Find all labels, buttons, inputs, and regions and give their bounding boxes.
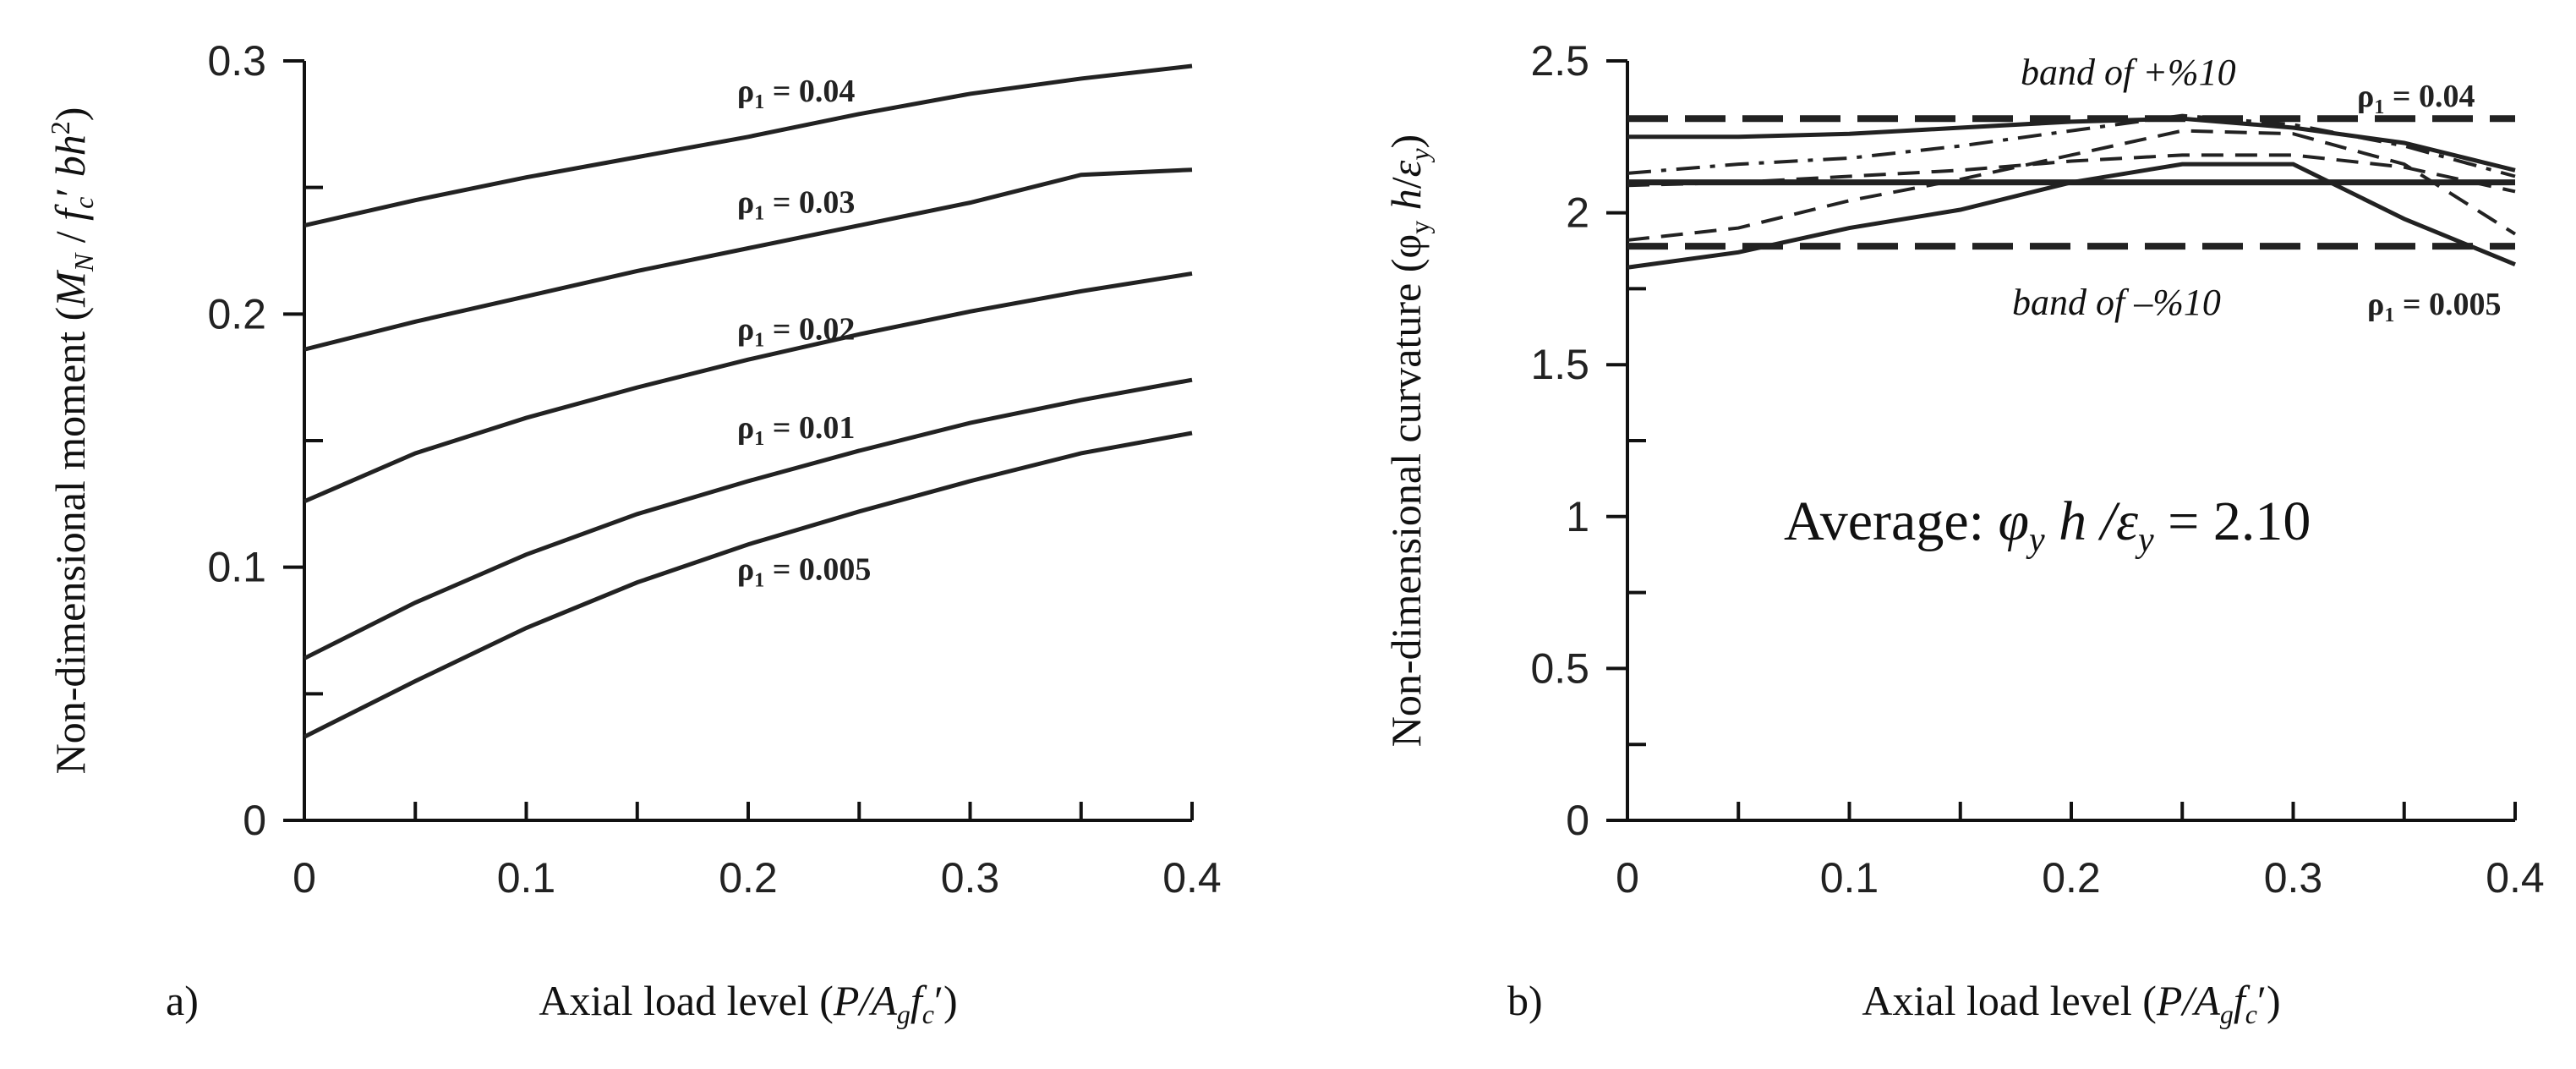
series-line-rho-0.04 [304,63,1193,228]
series-label-rho-0.005: ρ1 = 0.005 [737,552,872,592]
b-y-tick-label: 1 [1566,493,1589,540]
b-y-tick-label: 1.5 [1530,341,1589,388]
b-x-tick-label: 0.4 [2486,854,2545,902]
a-x-tick-label: 0 [293,854,316,902]
b-x-tick-label: 0 [1616,854,1639,902]
series-label-rho-0.04: ρ1 = 0.04 [737,74,856,113]
a-x-tick-label: 0.4 [1162,854,1222,902]
panel-b-y-axis-label: Non-dimensional curvature (φy h/εy) [1382,134,1435,747]
series-label-rho-0.03: ρ1 = 0.03 [737,185,856,225]
average-annotation: Average: φy h /εy = 2.10 [1784,491,2311,560]
b-y-tick-label: 0 [1566,797,1589,844]
series-line-rho-0.03 [304,167,1193,352]
panel-b-label: b) [1507,977,1543,1024]
series-label-rho-0.01: ρ1 = 0.01 [737,410,856,450]
series-line-rho-0.005 [303,430,1193,739]
a-x-tick-label: 0.3 [941,854,1000,902]
a-y-tick-label: 0 [243,797,266,844]
b-y-tick-label: 2 [1566,189,1589,237]
a-x-tick-label: 0.1 [497,854,556,902]
b-y-tick-label: 0.5 [1530,644,1589,692]
panel-a-label: a) [166,977,199,1024]
a-y-tick-label: 0.2 [207,290,266,337]
panel-a-y-axis-label: Non-dimensional moment (MN / fc′ bh2) [45,107,99,775]
panel-b-curvature-chart: 0 0.1 0.2 0.3 0.4 0 0.5 1 1.5 2 2.5 band of +%10 b… [1382,37,2545,1029]
series-line--1-0-005 [1627,162,2516,270]
band-minus-label: band of –%10 [2012,282,2221,323]
rho-bottom-label: ρ1 = 0.005 [2367,287,2502,326]
series-line-rho-0.02 [304,271,1193,504]
a-y-tick-label: 0.3 [207,37,266,85]
a-y-tick-label: 0.1 [207,544,266,591]
b-x-tick-label: 0.2 [2042,854,2101,902]
series-label-rho-0.02: ρ1 = 0.02 [737,311,856,351]
series-line-rho-0.01 [303,377,1193,661]
panel-b-x-axis-label: Axial load level (P/Agfc′) [1862,977,2280,1029]
b-y-tick-label: 2.5 [1530,37,1589,85]
rho-top-label: ρ1 = 0.04 [2357,79,2475,118]
series-line-series-dashed-b [1627,129,2517,242]
panel-a-x-axis-label: Axial load level (P/Agfc′) [539,977,957,1029]
a-x-tick-label: 0.2 [719,854,778,902]
b-x-tick-label: 0.1 [1820,854,1879,902]
band-plus-label: band of +%10 [2021,52,2236,93]
panel-a-moment-chart: 0 0.1 0.2 0.3 0.4 0 0.1 0.2 0.3 ρ1 = 0.04 ρ1 = 0.… [45,37,1222,1029]
series-line-series-dashed-a [1627,153,2516,194]
b-x-tick-label: 0.3 [2264,854,2323,902]
series-line-series-dashdot [1627,113,2516,178]
